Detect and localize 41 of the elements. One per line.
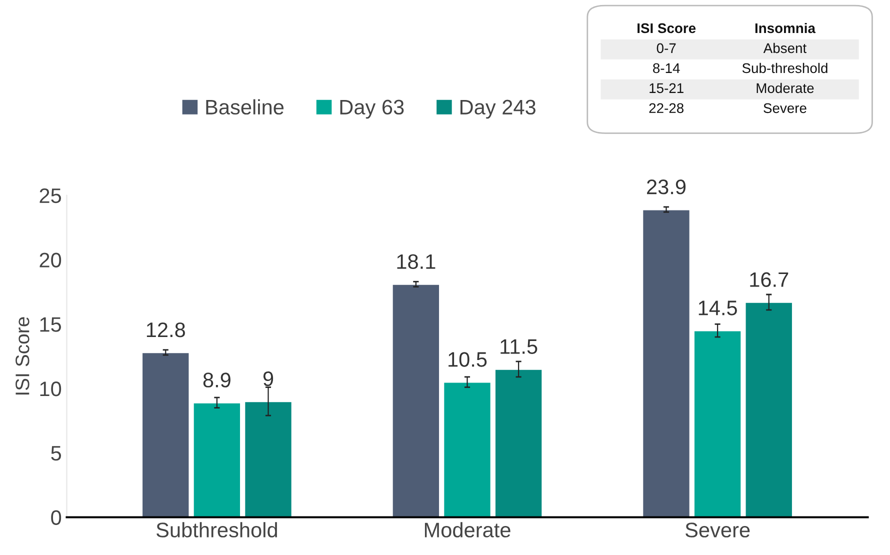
data-label: 9: [263, 371, 274, 386]
text: Sub-threshold: [742, 62, 828, 74]
y-tick-label: 0: [51, 510, 62, 526]
x-tick-label: Severe: [686, 522, 750, 538]
text: Insomnia: [755, 22, 816, 34]
text: 22-28: [649, 103, 684, 114]
y-tick-label: 20: [40, 252, 62, 268]
bar: [442, 381, 492, 518]
x-tick-label: Moderate: [424, 522, 510, 538]
text: 0-7: [656, 43, 676, 54]
bar: [693, 330, 742, 518]
y-tick-label: 5: [51, 446, 62, 461]
data-label: 8.9: [203, 372, 230, 388]
text: Moderate: [756, 82, 814, 94]
data-label: 14.5: [698, 300, 737, 316]
text: 15-21: [650, 83, 684, 94]
y-axis-title: ISI Score: [16, 317, 30, 394]
y-tick-label: 25: [40, 188, 62, 204]
data-label: 12.8: [146, 322, 185, 338]
data-label: 11.5: [500, 339, 538, 354]
bar: [244, 400, 293, 518]
legend-label: Day 243: [460, 100, 536, 119]
data-label: 16.7: [750, 272, 788, 287]
bar: [391, 284, 440, 518]
text: ISI Score: [638, 23, 696, 34]
y-tick-label: 15: [40, 317, 62, 332]
bar: [192, 402, 242, 518]
text: Absent: [763, 42, 806, 54]
bar: [141, 352, 190, 518]
legend-label: Day 63: [340, 100, 404, 119]
data-label: 10.5: [448, 352, 487, 367]
bar: [494, 368, 544, 518]
x-tick-label: Subthreshold: [156, 522, 277, 538]
legend-label: Baseline: [206, 99, 284, 115]
text: 8-14: [653, 63, 680, 74]
bar: [744, 302, 794, 518]
bar: [642, 208, 691, 518]
data-label: 23.9: [647, 180, 686, 194]
data-label: 18.1: [397, 254, 436, 269]
text: Severe: [764, 103, 806, 114]
y-tick-label: 10: [40, 382, 62, 396]
